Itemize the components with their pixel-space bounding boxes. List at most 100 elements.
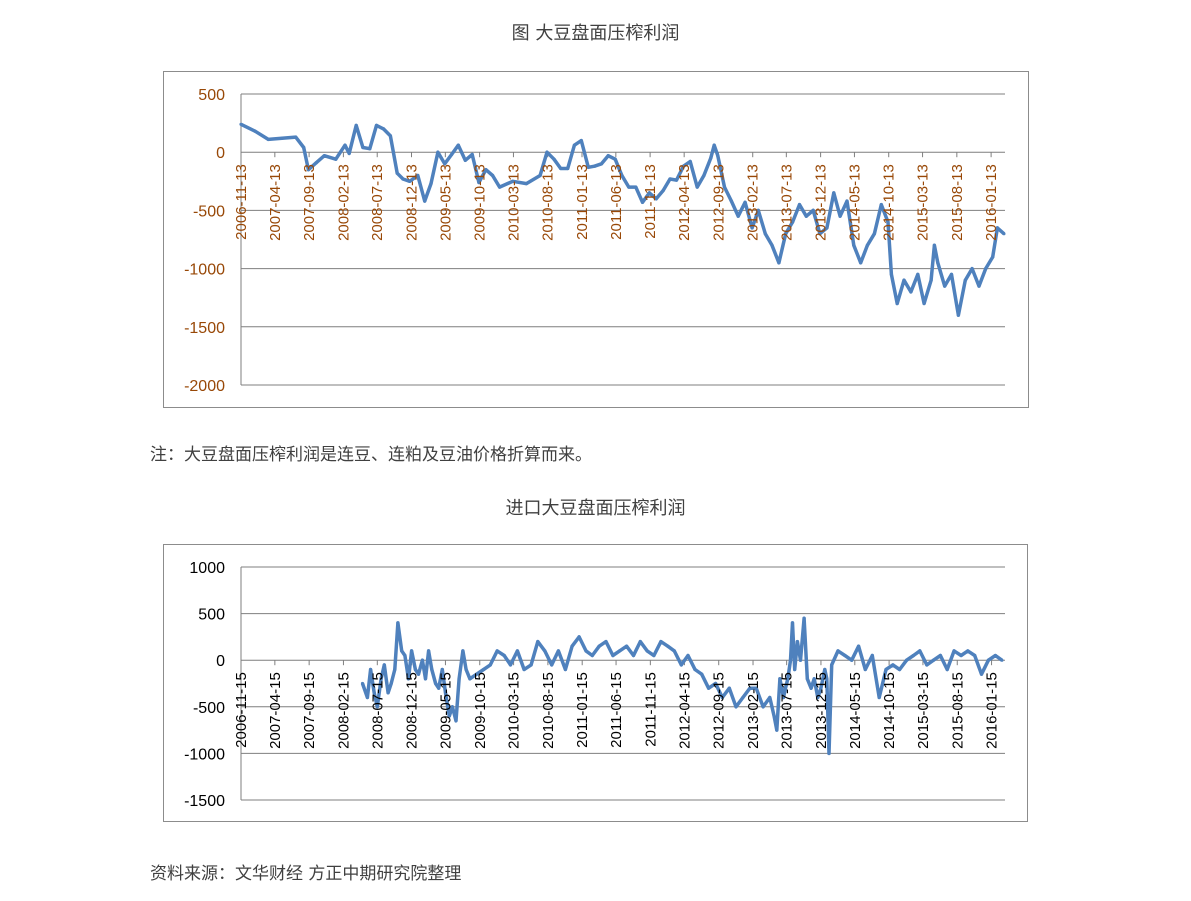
chart1-data-point: [491, 173, 495, 178]
chart1-data-point: [322, 154, 326, 158]
chart2-data-point: [952, 649, 956, 653]
chart1-data-point: [524, 182, 528, 186]
chart1-data-point: [852, 243, 856, 247]
chart1-data-point: [770, 243, 774, 247]
chart1-data-point: [661, 189, 665, 193]
chart2-x-tick-label: 2011-11-15: [642, 672, 659, 747]
chart1-x-tick-label: 2013-07-13: [778, 164, 795, 241]
chart1-data-point: [756, 208, 760, 212]
chart1-data-point: [909, 290, 913, 294]
chart2-x-tick-label: 2008-12-15: [404, 672, 421, 749]
chart2-data-point: [979, 672, 984, 676]
chart2-x-tick-label: 2013-12-15: [813, 672, 830, 749]
chart1-data-point: [977, 284, 981, 288]
chart1-data-point: [354, 123, 358, 127]
chart1-data-point: [627, 185, 631, 189]
chart1-data-point: [552, 157, 556, 161]
chart1-data-point: [777, 261, 781, 265]
chart1-data-point: [374, 123, 379, 127]
chart1-data-point: [716, 154, 720, 158]
chart1-data-point: [559, 166, 563, 171]
chart2-data-point: [584, 649, 588, 653]
chart1-data-point: [818, 232, 822, 236]
chart2-data-point: [1000, 658, 1004, 662]
chart1-x-tick-label: 2007-09-13: [301, 164, 318, 241]
chart2-data-point: [406, 677, 411, 681]
chart2-data-point: [570, 644, 574, 648]
chart2-data-point: [416, 672, 421, 676]
chart2-y-tick-label: 1000: [189, 560, 225, 577]
source-note: 资料来源：文华财经 方正中期研究院整理: [150, 864, 462, 884]
chart2-data-point: [659, 640, 663, 644]
chart2-data-point: [382, 663, 386, 667]
chart1-series-line: [240, 122, 1006, 317]
chart1-data-point: [859, 261, 863, 265]
chart1-data-point: [381, 127, 386, 131]
chart2-data-point: [413, 667, 417, 672]
chart2-data-point: [748, 686, 752, 690]
chart2-data-point: [931, 658, 936, 662]
chart2-x-tick-label: 2008-02-15: [335, 672, 352, 749]
chart1-data-point: [388, 134, 392, 138]
chart2-data-point: [375, 705, 379, 709]
chart1-data-point: [599, 162, 604, 166]
chart1-data-point: [634, 185, 638, 189]
chart1-frame: 500 0 -500 -1000 -1500 -2000 2006-11-13 2007-04…: [163, 71, 1029, 408]
chart2-data-point: [502, 653, 506, 658]
chart2-data-point: [720, 695, 724, 700]
chart2-data-point: [754, 686, 758, 690]
chart1-note: 注：大豆盘面压榨利润是连豆、连粕及豆油价格折算而来。: [150, 445, 592, 465]
chart2-data-point: [870, 653, 874, 658]
chart2-data-point: [898, 667, 902, 672]
chart2-data-point: [945, 667, 949, 672]
chart2-data-point: [812, 677, 816, 681]
chart1-data-point: [343, 143, 347, 147]
chart1-data-point: [743, 200, 747, 204]
chart1-data-point: [889, 272, 894, 276]
chart2-data-point: [679, 663, 683, 667]
chart2-frame: 1000 500 0 -500 -1000 -1500 2006-11-15 2007-04-…: [163, 544, 1028, 822]
chart1-data-point: [579, 139, 583, 143]
chart2-data-point: [959, 653, 963, 658]
chart2-data-point: [938, 653, 943, 658]
chart2-x-tick-label: 2007-09-15: [301, 672, 318, 749]
chart1-x-tick-label: 2008-07-13: [369, 164, 386, 241]
chart1-data-point: [429, 182, 433, 186]
chart1-data-point: [484, 168, 488, 172]
chart2-data-point: [825, 677, 829, 681]
chart1-x-tick-label: 2013-02-13: [745, 164, 762, 241]
chart2-data-point: [443, 691, 448, 695]
chart1-x-tick-label: 2008-12-13: [403, 164, 420, 241]
chart2-data-point: [386, 691, 390, 695]
chart2-x-tick-label: 2009-05-15: [437, 672, 454, 749]
chart1-data-point: [586, 165, 590, 169]
chart2-data-point: [707, 686, 711, 690]
chart2-data-point: [877, 695, 881, 700]
chart2-data-point: [905, 658, 909, 662]
chart2-y-tick-label: 500: [198, 607, 225, 624]
chart1-data-point: [368, 147, 372, 151]
chart1-data-point: [970, 267, 974, 271]
chart2-data-point: [819, 686, 823, 690]
chart1-data-point: [832, 191, 836, 195]
chart2-data-point: [461, 649, 465, 653]
chart2-y-tick-label: -1000: [184, 746, 225, 763]
chart1-x-tick-label: 2006-11-13: [233, 164, 250, 240]
chart2-x-tick-label: 2013-07-15: [779, 672, 796, 749]
chart2-data-point: [761, 705, 765, 709]
chart1-data-point: [674, 178, 679, 182]
chart1-data-point: [511, 179, 515, 183]
chart2-data-point: [666, 644, 670, 648]
chart2-data-point: [686, 653, 690, 658]
chart1-x-tick-label: 2010-08-13: [540, 164, 557, 241]
chart1-data-point: [538, 173, 542, 178]
chart2-data-point: [563, 667, 567, 672]
chart2-data-point: [536, 640, 540, 644]
chart2-data-point: [778, 677, 782, 681]
chart1-x-tick-label: 2007-04-13: [267, 164, 284, 241]
chart1-y-tick-label: 500: [198, 87, 225, 104]
chart2-x-tick-label: 2009-10-15: [472, 672, 489, 749]
chart2-series-line: [360, 616, 1003, 756]
chart1-x-tick-label: 2014-05-13: [846, 164, 863, 241]
chart1-data-point: [838, 214, 842, 218]
